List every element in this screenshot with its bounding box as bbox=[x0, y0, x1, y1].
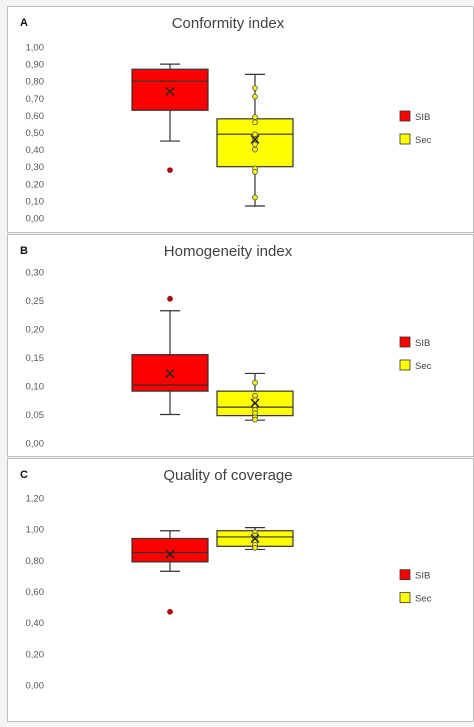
legend-label-sib: SIB bbox=[415, 112, 430, 123]
y-tick-label: 0,90 bbox=[26, 60, 45, 71]
legend-swatch-sec bbox=[399, 592, 411, 604]
iqr-box bbox=[131, 68, 209, 111]
chart-title: Conformity index bbox=[172, 15, 285, 32]
panel-label: B bbox=[20, 245, 28, 257]
mean-marker bbox=[165, 368, 175, 378]
y-tick-label: 0,70 bbox=[26, 94, 45, 105]
y-tick-label: 0,10 bbox=[26, 382, 45, 393]
mean-marker bbox=[250, 534, 260, 544]
data-point bbox=[252, 168, 258, 175]
data-point bbox=[252, 131, 258, 138]
mean-marker bbox=[250, 398, 260, 408]
y-tick-label: 0,20 bbox=[26, 179, 45, 190]
panel-label: A bbox=[20, 17, 28, 29]
panel-label: C bbox=[20, 469, 28, 481]
chart-title: Quality of coverage bbox=[163, 467, 292, 484]
y-tick-label: 0,40 bbox=[26, 145, 45, 156]
y-tick-label: 0,60 bbox=[26, 111, 45, 122]
data-point bbox=[252, 379, 258, 386]
box-sib bbox=[131, 530, 209, 615]
box-sec bbox=[216, 73, 294, 207]
data-point bbox=[252, 141, 258, 148]
y-tick-label: 1,00 bbox=[26, 525, 45, 536]
y-tick-label: 0,00 bbox=[26, 439, 45, 450]
y-tick-label: 0,10 bbox=[26, 196, 45, 207]
box-sec bbox=[216, 372, 294, 423]
legend-label-sib: SIB bbox=[415, 338, 430, 349]
legend-label-sib: SIB bbox=[415, 571, 430, 582]
y-tick-label: 0,30 bbox=[26, 162, 45, 173]
legend-label-sec: Sec bbox=[415, 594, 432, 605]
data-point bbox=[252, 93, 258, 100]
y-tick-label: 0,25 bbox=[26, 296, 45, 307]
box-sec bbox=[216, 527, 294, 551]
box-sib bbox=[131, 295, 209, 416]
y-tick-label: 0,15 bbox=[26, 353, 45, 364]
data-point bbox=[252, 85, 258, 91]
y-tick-label: 0,80 bbox=[26, 77, 45, 88]
y-tick-label: 0,20 bbox=[26, 325, 45, 336]
y-tick-label: 1,20 bbox=[26, 494, 45, 505]
y-tick-label: 0,30 bbox=[26, 268, 45, 279]
y-tick-label: 0,00 bbox=[26, 214, 45, 225]
data-point bbox=[252, 392, 258, 399]
legend-swatch-sib bbox=[399, 569, 411, 581]
data-point bbox=[252, 119, 258, 126]
legend-label-sec: Sec bbox=[415, 135, 432, 146]
y-tick-label: 0,60 bbox=[26, 587, 45, 598]
legend-label-sec: Sec bbox=[415, 361, 432, 372]
y-tick-label: 0,20 bbox=[26, 649, 45, 660]
box-sib bbox=[131, 63, 209, 173]
chart-title: Homogeneity index bbox=[164, 243, 293, 260]
outlier-point bbox=[167, 608, 173, 615]
data-point bbox=[252, 194, 258, 201]
chart-panel-b: B Homogeneity index 0,00 0,05 0,10 0,15 0,20 0,… bbox=[7, 234, 474, 457]
data-point bbox=[252, 416, 258, 423]
chart-panel-c: C Quality of coverage 0,00 0,20 0,40 0,60 0,80… bbox=[7, 458, 474, 722]
legend-swatch-sib bbox=[399, 110, 411, 122]
mean-marker bbox=[165, 86, 175, 96]
mean-marker bbox=[250, 134, 260, 144]
legend-swatch-sec bbox=[399, 359, 411, 371]
legend-swatch-sib bbox=[399, 336, 411, 348]
outlier-point bbox=[167, 295, 173, 302]
iqr-box bbox=[131, 537, 209, 563]
legend-swatch-sec bbox=[399, 133, 411, 145]
y-tick-label: 0,50 bbox=[26, 128, 45, 139]
data-point bbox=[252, 114, 258, 120]
y-tick-label: 1,00 bbox=[26, 43, 45, 54]
panel-border bbox=[7, 234, 474, 457]
data-point bbox=[252, 146, 258, 153]
y-tick-label: 0,80 bbox=[26, 556, 45, 567]
y-tick-label: 0,00 bbox=[26, 681, 45, 692]
data-point bbox=[252, 545, 258, 551]
outlier-point bbox=[167, 167, 173, 173]
mean-marker bbox=[165, 549, 175, 559]
y-tick-label: 0,05 bbox=[26, 410, 45, 421]
chart-panel-a: A Conformity index 0,00 0,10 0,20 0,30 0,40 0,5… bbox=[7, 6, 474, 233]
y-tick-label: 0,40 bbox=[26, 618, 45, 629]
panel-border bbox=[7, 458, 474, 722]
